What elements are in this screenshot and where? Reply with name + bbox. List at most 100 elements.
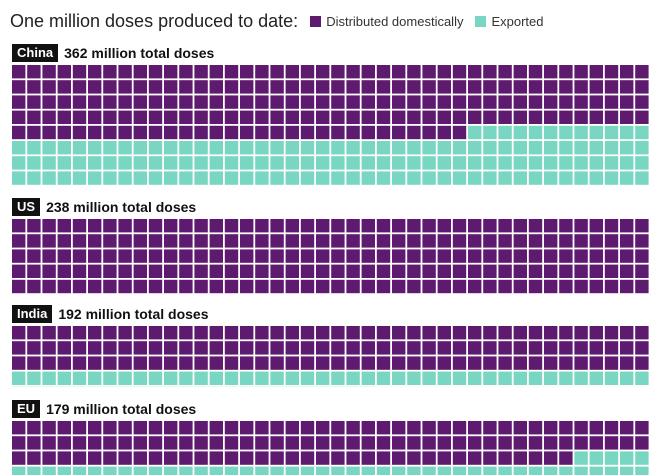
dose-square-domestic — [179, 451, 193, 465]
dose-square-domestic — [57, 110, 71, 124]
dose-square-domestic — [12, 436, 26, 450]
dose-square-domestic — [12, 421, 26, 435]
dose-square-domestic — [528, 356, 543, 370]
dose-square-exported — [12, 466, 26, 475]
dose-square-domestic — [209, 356, 223, 370]
legend-swatch-exported — [475, 15, 487, 27]
dose-square-domestic — [498, 234, 512, 248]
dose-square-exported — [589, 371, 603, 385]
dose-square-domestic — [57, 436, 71, 450]
dose-square-domestic — [224, 95, 239, 109]
dose-square-exported — [346, 156, 360, 170]
dose-square-domestic — [574, 436, 588, 450]
dose-square-domestic — [422, 80, 436, 94]
dose-square-exported — [270, 156, 284, 170]
dose-square-domestic — [240, 436, 254, 450]
country-name: China — [12, 44, 59, 62]
dose-square-exported — [164, 371, 178, 385]
dose-square-domestic — [483, 110, 497, 124]
dose-square-domestic — [589, 80, 603, 94]
dose-square-exported — [422, 141, 436, 155]
dose-square-domestic — [392, 264, 406, 278]
dose-square-domestic — [437, 234, 451, 248]
dose-square-exported — [179, 171, 193, 185]
dose-square-domestic — [164, 95, 178, 109]
dose-square-domestic — [179, 80, 193, 94]
dose-square-domestic — [346, 95, 360, 109]
dose-square-domestic — [194, 341, 208, 355]
dose-square-domestic — [635, 436, 649, 450]
dose-square-domestic — [346, 264, 360, 278]
dose-square-exported — [604, 171, 619, 185]
dose-square-domestic — [498, 356, 512, 370]
dose-square-domestic — [300, 436, 315, 450]
dose-square-domestic — [498, 249, 512, 263]
dose-square-domestic — [604, 249, 619, 263]
dose-square-domestic — [255, 65, 269, 79]
dose-square-domestic — [498, 279, 512, 294]
dose-square-domestic — [240, 326, 254, 340]
dose-square-domestic — [331, 249, 345, 263]
dose-square-exported — [42, 156, 56, 170]
dose-square-domestic — [209, 421, 223, 435]
dose-square-domestic — [604, 110, 619, 124]
dose-square-domestic — [270, 356, 284, 370]
dose-square-exported — [437, 466, 451, 475]
dose-square-domestic — [392, 451, 406, 465]
country-name: US — [12, 198, 41, 216]
dose-square-exported — [285, 141, 299, 155]
dose-square-domestic — [589, 341, 603, 355]
dose-square-domestic — [285, 249, 299, 263]
dose-square-domestic — [300, 234, 315, 248]
dose-square-domestic — [133, 80, 147, 94]
dose-square-exported — [209, 171, 223, 185]
dose-square-domestic — [483, 436, 497, 450]
dose-square-domestic — [316, 125, 330, 140]
dose-square-domestic — [468, 110, 482, 124]
dose-square-domestic — [133, 95, 147, 109]
dose-square-domestic — [300, 264, 315, 278]
dose-square-domestic — [300, 95, 315, 109]
dose-square-exported — [498, 156, 512, 170]
dose-square-domestic — [422, 341, 436, 355]
dose-square-domestic — [300, 249, 315, 263]
dose-square-exported — [422, 171, 436, 185]
dose-square-domestic — [604, 356, 619, 370]
dose-square-domestic — [376, 65, 391, 79]
dose-square-domestic — [452, 80, 467, 94]
dose-square-domestic — [346, 436, 360, 450]
dose-square-domestic — [407, 421, 421, 435]
dose-square-exported — [361, 141, 375, 155]
dose-square-domestic — [528, 264, 543, 278]
dose-square-domestic — [88, 356, 102, 370]
dose-square-exported — [118, 371, 132, 385]
dose-square-domestic — [255, 451, 269, 465]
dose-square-domestic — [422, 356, 436, 370]
dose-square-domestic — [498, 421, 512, 435]
dose-square-exported — [483, 156, 497, 170]
dose-square-domestic — [361, 436, 375, 450]
dose-square-domestic — [209, 341, 223, 355]
dose-square-exported — [72, 156, 87, 170]
dose-square-domestic — [635, 249, 649, 263]
dose-square-domestic — [194, 451, 208, 465]
dose-square-domestic — [88, 219, 102, 233]
dose-square-domestic — [483, 279, 497, 294]
dose-square-exported — [300, 141, 315, 155]
dose-square-exported — [620, 371, 634, 385]
dose-square-domestic — [103, 95, 117, 109]
dose-square-exported — [316, 141, 330, 155]
dose-square-exported — [57, 156, 71, 170]
dose-square-exported — [452, 371, 467, 385]
dose-square-domestic — [376, 356, 391, 370]
dose-square-exported — [300, 371, 315, 385]
dose-square-exported — [437, 371, 451, 385]
dose-square-domestic — [346, 341, 360, 355]
dose-square-domestic — [316, 264, 330, 278]
dose-square-exported — [103, 141, 117, 155]
dose-square-domestic — [224, 421, 239, 435]
dose-square-domestic — [72, 264, 87, 278]
dose-square-domestic — [437, 451, 451, 465]
dose-square-domestic — [468, 65, 482, 79]
dose-square-domestic — [224, 125, 239, 140]
